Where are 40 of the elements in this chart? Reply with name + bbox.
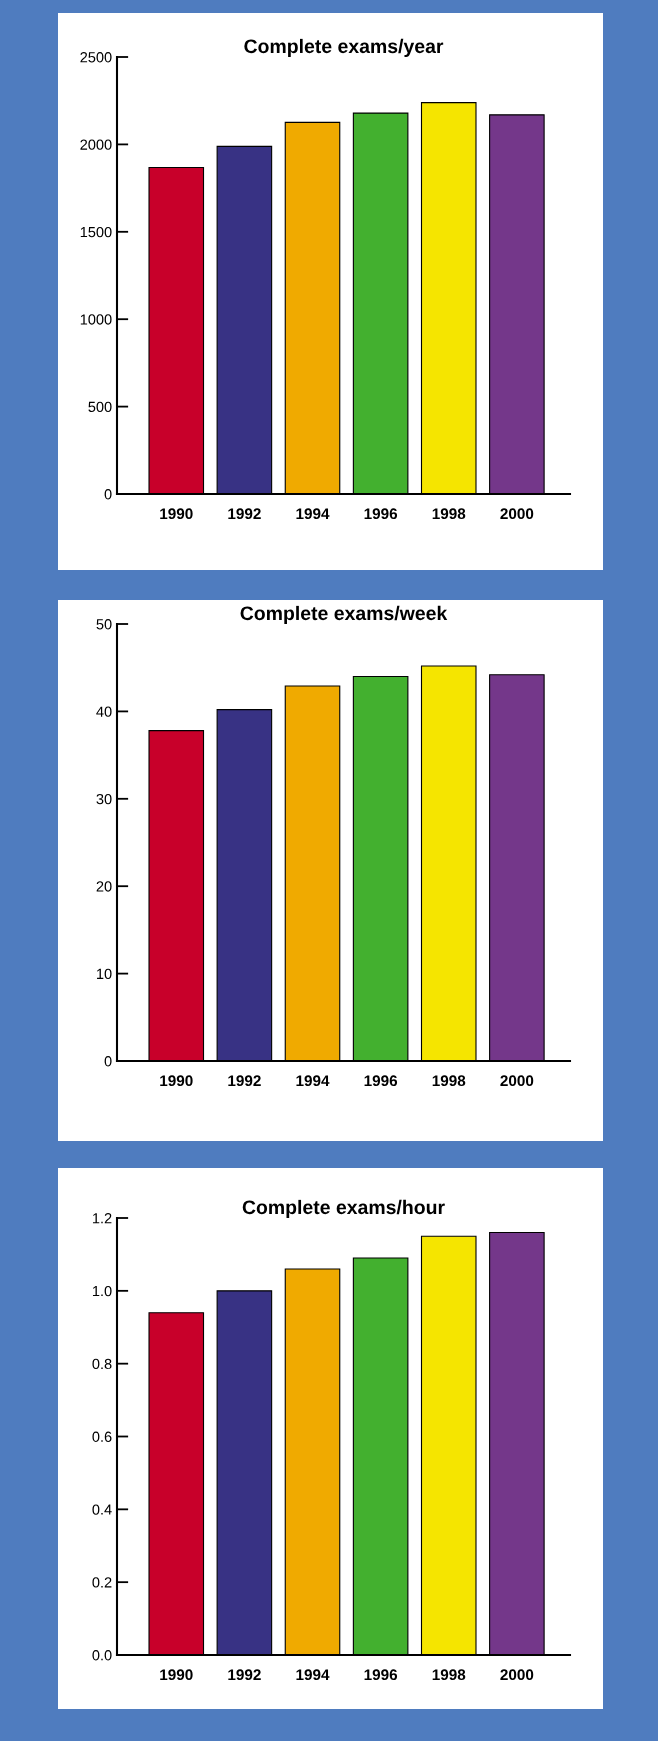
x-tick-label: 1990 [160,1075,193,1087]
x-tick-label: 2000 [500,1669,534,1681]
x-tick-label: 2000 [500,1075,534,1087]
y-tick-label: 30 [96,793,112,805]
chart-title: Complete exams/hour [242,1199,445,1218]
y-tick-label: 50 [96,619,112,630]
y-tick-label: 0 [104,489,112,500]
x-tick-label: 1998 [432,1075,466,1087]
x-tick-label: 1996 [364,1075,398,1087]
y-tick-label: 0.4 [92,1504,112,1515]
x-tick-label: 1990 [160,508,193,520]
y-tick-label: 1.0 [92,1285,112,1297]
y-tick-label: 0 [104,1056,112,1067]
y-tick-label: 0.6 [92,1431,112,1442]
x-tick-label: 1992 [228,1669,261,1681]
y-tick-label: 0.8 [92,1358,112,1370]
x-tick-label: 1998 [432,1669,466,1681]
y-tick-label: 500 [88,401,112,413]
x-tick-label: 1990 [160,1669,193,1681]
chart-title: Complete exams/week [240,605,448,624]
y-tick-label: 40 [96,706,112,717]
y-tick-label: 2500 [80,52,112,63]
y-tick-label: 1000 [80,314,112,325]
y-tick-label: 10 [97,968,112,980]
x-tick-label: 1996 [364,1669,398,1681]
x-tick-label: 1998 [432,508,466,520]
y-tick-label: 2000 [80,139,112,150]
x-tick-label: 1996 [364,508,398,520]
x-tick-label: 2000 [500,508,534,520]
x-tick-label: 1994 [296,1669,330,1681]
x-tick-label: 1992 [228,1075,261,1087]
y-tick-label: 0.0 [92,1650,112,1661]
y-tick-label: 1.2 [92,1213,112,1224]
y-tick-label: 0.2 [92,1577,112,1588]
y-tick-label: 1500 [80,226,112,238]
chart-title: Complete exams/year [244,38,444,57]
x-tick-label: 1994 [296,1075,330,1087]
x-tick-label: 1992 [228,508,261,520]
y-tick-label: 20 [96,881,112,892]
x-tick-label: 1994 [296,508,330,520]
